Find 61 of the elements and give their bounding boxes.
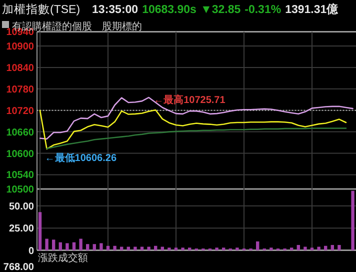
bar xyxy=(168,248,171,250)
bar xyxy=(351,190,354,250)
bar xyxy=(147,246,150,250)
bar xyxy=(236,248,239,250)
y-tick-label: 10780 xyxy=(6,84,34,96)
bar xyxy=(160,246,164,250)
annotation: ←最低10606.26 xyxy=(44,152,117,164)
bar xyxy=(290,248,294,250)
bar xyxy=(154,246,158,250)
bar xyxy=(140,246,144,250)
annotation: ←最高10725.71 xyxy=(154,94,226,106)
bar xyxy=(126,246,130,250)
bar xyxy=(120,246,124,250)
bar xyxy=(45,238,48,250)
y-tick-label: 0 xyxy=(28,246,34,257)
y-tick-label: 10600 xyxy=(6,148,34,160)
chart-title: 加權指數(TSE) xyxy=(2,3,80,16)
bar xyxy=(38,212,42,250)
bar xyxy=(317,246,320,250)
annotation: 股期標的 xyxy=(102,20,142,32)
y-tick-label: 10500 xyxy=(6,184,34,196)
bar xyxy=(174,248,178,250)
bar xyxy=(92,244,96,250)
text: 10683.90s xyxy=(142,4,196,16)
bar xyxy=(296,244,300,250)
bar xyxy=(215,248,218,250)
bar xyxy=(86,244,90,250)
line-series xyxy=(46,128,347,150)
bar xyxy=(134,246,137,250)
bar xyxy=(72,242,76,250)
bar xyxy=(181,248,184,250)
bar xyxy=(304,246,307,250)
y-tick-label: 10720 xyxy=(6,106,34,117)
y-tick-label: 25.00 xyxy=(8,224,34,235)
text: 漲跌成交額 xyxy=(38,252,88,264)
y-tick-label: 10540 xyxy=(6,170,34,182)
chart-subtitle: 13:35:00 xyxy=(92,4,138,16)
text: ▼32.85 xyxy=(200,4,242,16)
bar xyxy=(188,248,192,250)
line-series xyxy=(39,109,347,150)
bar xyxy=(113,246,116,250)
text: -0.31% xyxy=(244,4,282,16)
bar xyxy=(100,243,103,250)
bar xyxy=(58,242,62,250)
bar xyxy=(338,244,341,250)
bar xyxy=(270,248,273,250)
y-tick-label: 10900 xyxy=(6,42,34,52)
bar xyxy=(66,243,69,250)
bar xyxy=(256,241,260,250)
bar xyxy=(52,240,56,250)
text: 1391.31億 xyxy=(285,2,340,16)
bar xyxy=(79,238,82,250)
y-tick-label: 10660 xyxy=(6,127,34,138)
text: 768.00 xyxy=(3,262,34,272)
y-tick-label: 10840 xyxy=(6,62,34,74)
y-tick-label: 50.00 xyxy=(8,201,34,212)
bar xyxy=(310,248,314,250)
bar xyxy=(106,246,110,250)
bar xyxy=(222,248,226,250)
bar xyxy=(330,244,334,250)
bar xyxy=(324,246,328,250)
